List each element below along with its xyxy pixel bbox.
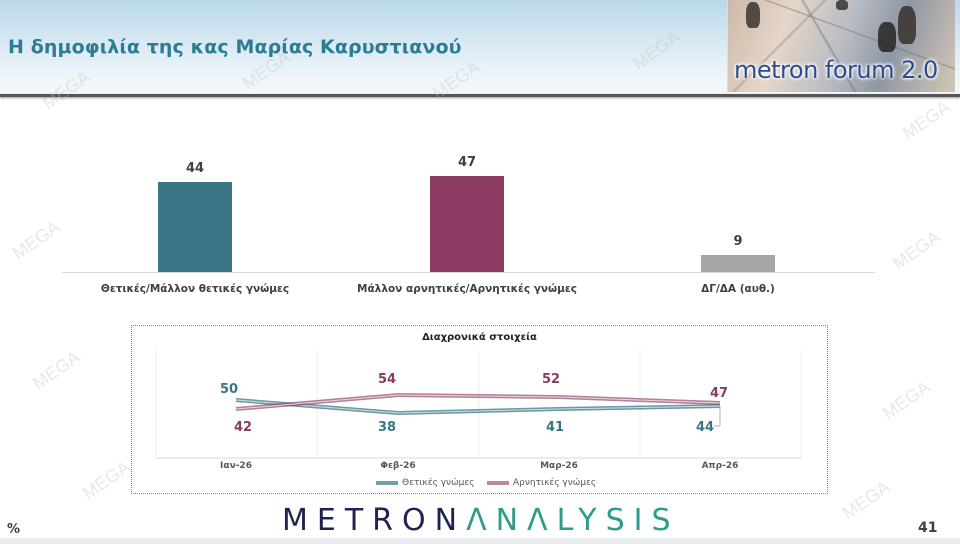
bar-positive (158, 182, 232, 272)
legend-label-negative: Αρνητικές γνώμες (513, 478, 597, 488)
legend-label-positive: Θετικές γνώμες (402, 478, 475, 488)
point-label-positive-mar: 41 (546, 420, 565, 435)
unit-label: % (7, 522, 21, 537)
metron-analysis-logo: METRONΛNΛLYSIS (282, 503, 680, 538)
bar-value-negative: 47 (457, 155, 477, 170)
bar-label-positive: Θετικές/Μάλλον θετικές γνώμες (100, 283, 290, 295)
x-label-jan: Ιαν-26 (220, 461, 252, 471)
point-label-negative-apr: 47 (710, 386, 729, 401)
watermark: MEGA (78, 456, 134, 504)
x-label-mar: Μαρ-26 (540, 461, 578, 471)
bar-dont-know (701, 255, 775, 272)
figure-silhouette (746, 2, 760, 28)
legend-swatch-negative (487, 481, 509, 485)
figure-silhouette (836, 0, 848, 10)
watermark: MEGA (878, 376, 934, 424)
metron-forum-badge-image: metron forum 2.0 (727, 0, 955, 92)
logo-part-metron: METRON (282, 503, 467, 538)
header-divider (0, 94, 960, 97)
watermark: MEGA (8, 216, 64, 264)
bar-value-positive: 44 (185, 161, 205, 176)
point-label-positive-feb: 38 (378, 420, 397, 435)
trend-chart-title: Διαχρονικά στοιχεία (422, 332, 537, 343)
trend-chart: Διαχρονικά στοιχεία 50 38 41 44 42 54 52… (131, 325, 828, 494)
page-number: 41 (918, 520, 938, 536)
figure-silhouette (898, 6, 916, 44)
watermark: MEGA (28, 346, 84, 394)
legend-swatch-positive (376, 481, 398, 485)
point-label-positive-jan: 50 (220, 382, 239, 397)
bar-negative (430, 176, 504, 272)
slide-header: Η δημοφιλία της κας Μαρίας Καρυστιανού m… (0, 0, 960, 95)
slide-title: Η δημοφιλία της κας Μαρίας Καρυστιανού (8, 36, 462, 58)
bottom-strip (0, 538, 960, 544)
x-label-apr: Απρ-26 (701, 461, 739, 471)
trend-chart-plot (155, 350, 802, 459)
point-label-negative-jan: 42 (234, 420, 253, 435)
watermark: MEGA (888, 226, 944, 274)
metron-forum-label: metron forum 2.0 (734, 56, 938, 84)
legend-negative: Αρνητικές γνώμες (487, 478, 596, 488)
x-label-feb: Φεβ-26 (380, 461, 416, 471)
bar-chart-baseline (62, 272, 875, 273)
watermark: MEGA (838, 476, 894, 524)
point-label-positive-apr: 44 (696, 420, 715, 435)
point-label-negative-mar: 52 (542, 372, 561, 387)
bar-value-dont-know: 9 (733, 234, 743, 249)
bar-label-negative: Μάλλον αρνητικές/Αρνητικές γνώμες (357, 283, 577, 295)
point-label-negative-feb: 54 (378, 372, 397, 387)
logo-part-analysis: ΛNΛLYSIS (466, 503, 680, 538)
bar-label-dont-know: ΔΓ/ΔΑ (αυθ.) (701, 283, 775, 295)
figure-silhouette (878, 22, 896, 52)
watermark: MEGA (898, 96, 954, 144)
legend-positive: Θετικές γνώμες (376, 478, 475, 488)
